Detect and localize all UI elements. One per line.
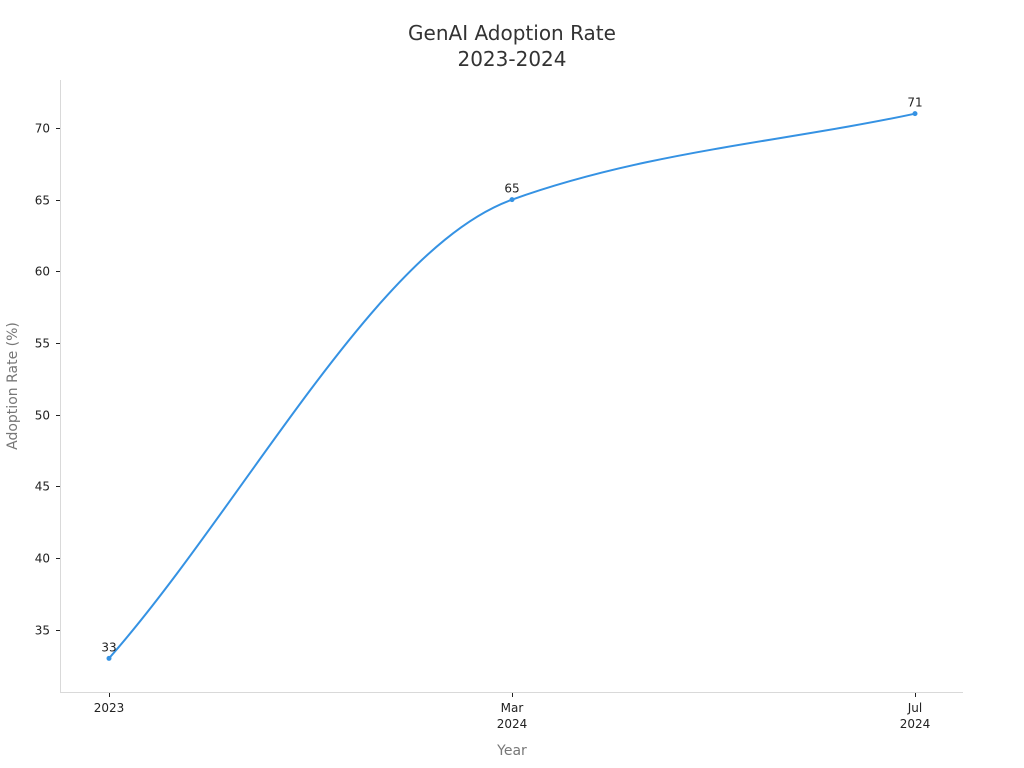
x-tick-label: Mar [501,701,524,715]
x-axis-ticks: 2023 Mar 2024 Jul 2024 [94,693,931,731]
data-point[interactable] [912,111,918,117]
y-tick-label: 45 [35,480,50,494]
data-label: 71 [907,96,922,110]
x-tick-label: 2023 [94,701,125,715]
chart-title-line-1: GenAI Adoption Rate [408,21,616,45]
y-axis-title: Adoption Rate (%) [5,322,21,450]
data-label: 65 [504,182,519,196]
x-tick-label: 2024 [900,717,931,731]
chart-title-line-2: 2023-2024 [457,47,566,71]
y-tick-label: 50 [35,409,50,423]
x-tick-label: Jul [907,701,922,715]
series-line [108,112,916,659]
y-tick-label: 60 [35,265,50,279]
y-tick-label: 35 [35,624,50,638]
data-point[interactable] [509,197,515,203]
series-layer: 33 65 71 [101,96,923,661]
y-axis-ticks: 35 40 45 50 55 60 65 70 [35,122,60,638]
data-label: 33 [101,640,116,654]
x-tick-label: 2024 [497,717,528,731]
y-tick-label: 70 [35,122,50,136]
y-tick-label: 65 [35,194,50,208]
data-point[interactable] [106,655,112,661]
y-tick-label: 40 [35,552,50,566]
y-tick-label: 55 [35,337,50,351]
x-axis-title: Year [496,743,527,759]
